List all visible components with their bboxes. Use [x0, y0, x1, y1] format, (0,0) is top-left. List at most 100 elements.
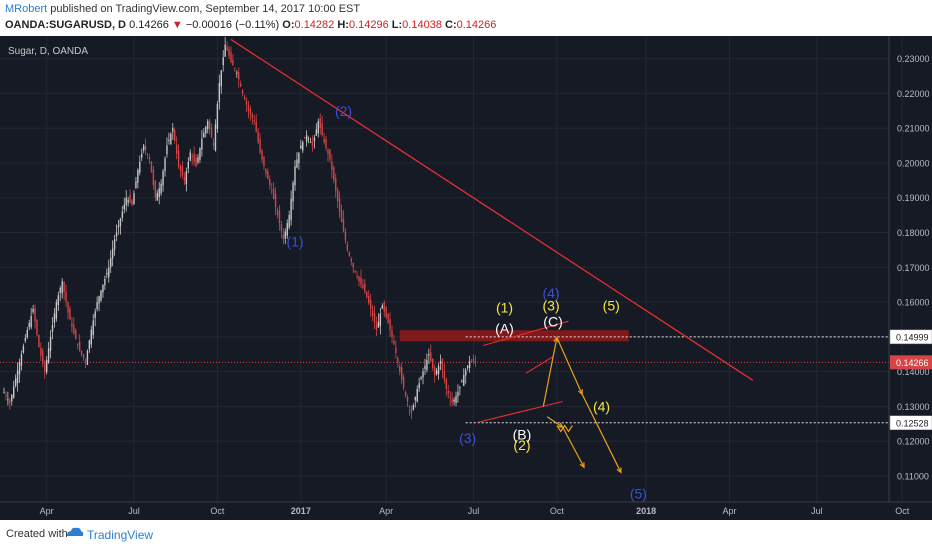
candle-body — [108, 267, 110, 278]
author-link[interactable]: MRobert — [5, 3, 48, 15]
candle-body — [141, 153, 143, 158]
price-tick-label: 0.12000 — [897, 437, 930, 447]
candle-body — [71, 323, 73, 327]
candle-body — [115, 232, 118, 237]
candle-body — [298, 152, 300, 164]
candle-body — [395, 347, 397, 354]
candle-body — [375, 323, 378, 330]
price-tick-label: 0.20000 — [897, 158, 930, 168]
candle-body — [269, 179, 271, 185]
candle-body — [336, 190, 339, 202]
tradingview-link[interactable]: TradingView — [87, 528, 154, 542]
candle-body — [210, 127, 213, 138]
wave-label-blue: (2) — [335, 103, 352, 119]
candle-body — [428, 354, 430, 356]
candle-body — [280, 224, 283, 232]
candle-body — [267, 171, 269, 180]
candle-body — [203, 132, 205, 138]
candle-body — [406, 396, 409, 402]
time-tick-label: Jul — [811, 506, 823, 516]
candle-body — [257, 131, 259, 143]
close-value: 0.14266 — [456, 19, 497, 31]
price-tick-label: 0.11000 — [897, 471, 929, 481]
candle-body — [239, 83, 242, 87]
candle-body — [127, 200, 129, 203]
candle-body — [218, 82, 221, 103]
candle-body — [40, 348, 42, 356]
candle-body — [44, 363, 46, 372]
candle-body — [430, 352, 432, 362]
price-chart[interactable]: (2)(1)(3)(4)(5)(1) (3) (5)(4)(2)(A) (C)(B) … — [0, 36, 932, 520]
candle-body — [331, 161, 333, 170]
time-tick-label: 2017 — [291, 506, 311, 516]
time-axis[interactable]: AprJulOct2017AprJulOct2018AprJulOct2019 — [40, 506, 932, 516]
open-label: O: — [282, 19, 295, 31]
candle-body — [247, 105, 250, 111]
candle-body — [51, 325, 54, 332]
candle-body — [230, 51, 232, 63]
candle-body — [342, 219, 345, 232]
wave-label-blue: (5) — [630, 486, 647, 502]
candle-body — [7, 399, 9, 401]
chart-title: Sugar, D, OANDA — [8, 46, 88, 57]
time-tick-label: Apr — [723, 506, 737, 516]
candle-body — [360, 277, 362, 285]
candle-body — [433, 367, 436, 376]
candle-body — [187, 161, 189, 169]
candle-body — [142, 145, 145, 151]
candle-body — [61, 281, 63, 294]
wave-label-white: (B) — [513, 426, 532, 442]
candle-body — [20, 354, 23, 366]
publish-line: MRobert published on TradingView.com, Se… — [5, 3, 360, 15]
high-value: 0.14296 — [348, 19, 389, 31]
candle-body — [69, 308, 71, 320]
candle-body — [150, 161, 153, 173]
candle-body — [137, 169, 139, 183]
time-tick-label: Apr — [379, 506, 393, 516]
candle-body — [381, 305, 383, 309]
candle-body — [226, 46, 228, 51]
candle-body — [461, 380, 463, 382]
horizontal-levels — [0, 336, 889, 424]
candle-body — [276, 209, 279, 216]
wave-label-blue: (3) — [459, 430, 476, 446]
candle-body — [472, 358, 475, 362]
candle-body — [181, 166, 184, 176]
price-tick-label: 0.23000 — [897, 54, 930, 64]
candle-body — [385, 306, 387, 318]
candle-body — [313, 137, 316, 141]
candle-body — [65, 292, 67, 303]
time-tick-label: Jul — [128, 506, 140, 516]
candle-body — [420, 377, 422, 379]
candle-body — [162, 171, 164, 186]
candle-body — [340, 209, 343, 223]
candle-body — [249, 108, 252, 115]
candle-body — [53, 313, 56, 323]
price-tick-label: 0.19000 — [897, 193, 930, 203]
wave-label-yellow: (2) — [513, 437, 530, 453]
candle-body — [422, 371, 424, 378]
candle-body — [174, 130, 176, 141]
time-tick-label: Jul — [468, 506, 480, 516]
candle-body — [457, 392, 459, 397]
symbol-quote: OANDA:SUGARUSD, D 0.14266 ▼ −0.00016 (−0… — [5, 19, 496, 31]
candle-body — [160, 183, 162, 194]
candle-body — [333, 167, 335, 181]
candle-body — [455, 395, 457, 403]
candle-body — [259, 139, 261, 153]
candle-body — [274, 194, 277, 207]
low-value: 0.14038 — [402, 19, 442, 31]
price-change: −0.00016 (−0.11%) — [185, 19, 280, 31]
candle-body — [78, 341, 81, 351]
candle-body — [397, 358, 399, 363]
level-price-label: 0.12528 — [896, 418, 929, 428]
projection-paths — [542, 336, 622, 474]
chart-area[interactable]: (2) (1) (3) (4) (5) (1) (3) (5) (4) (2) (A) (C) (B) … — [0, 36, 932, 520]
candle-body — [410, 409, 413, 414]
candle-body — [22, 346, 25, 353]
price-axis[interactable]: 0.23000 0.22000 0.21000 0.20000 0.19000 0.180… — [889, 54, 932, 481]
candle-body — [73, 324, 75, 334]
candle-body — [185, 171, 188, 185]
time-tick-label: Oct — [210, 506, 225, 516]
candle-body — [201, 138, 203, 150]
